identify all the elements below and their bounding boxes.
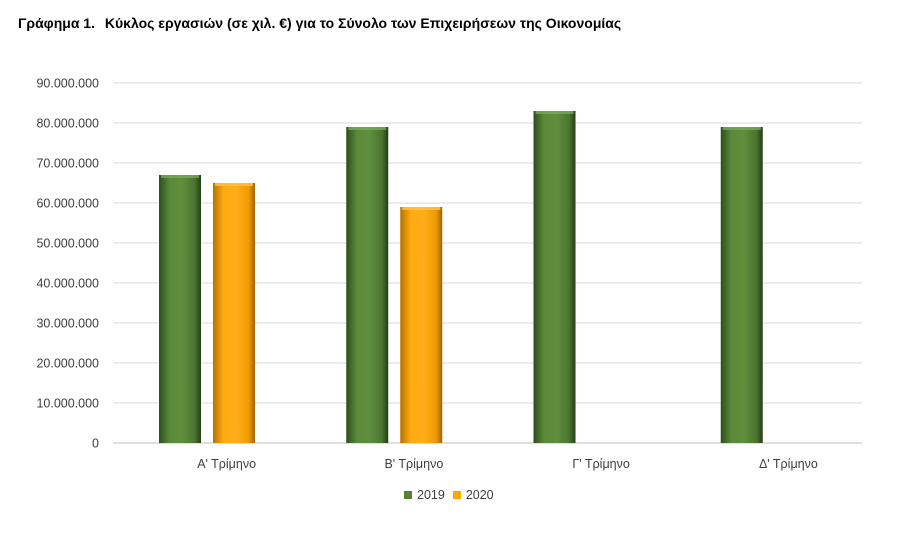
bar-2019-3 bbox=[533, 111, 576, 443]
y-tick-label: 70.000.000 bbox=[36, 157, 99, 171]
bar-2019-4 bbox=[720, 127, 763, 443]
y-axis-ticks: 0 10.000.000 20.000.000 30.000.000 40.000.00… bbox=[36, 77, 99, 451]
y-tick-label: 50.000.000 bbox=[36, 237, 99, 251]
x-category-label: Δ' Τρίμηνο bbox=[759, 457, 818, 471]
bar-highlight bbox=[348, 127, 387, 130]
legend-item-2020: 2020 bbox=[452, 488, 494, 502]
y-tick-label: 0 bbox=[92, 437, 99, 451]
chart-title-number: Γράφημα 1. bbox=[18, 15, 95, 31]
x-category-label: Β' Τρίμηνο bbox=[384, 457, 443, 471]
bar-highlight bbox=[535, 111, 574, 114]
legend-swatch-2020 bbox=[452, 491, 461, 499]
x-category-label: Γ' Τρίμηνο bbox=[572, 457, 629, 471]
legend-label-2019: 2019 bbox=[417, 488, 445, 502]
x-category-label: Α' Τρίμηνο bbox=[197, 457, 256, 471]
bar-2020-1 bbox=[213, 183, 255, 443]
y-tick-label: 30.000.000 bbox=[36, 317, 99, 331]
bars bbox=[159, 111, 763, 443]
y-tick-label: 20.000.000 bbox=[36, 357, 99, 371]
bar-highlight bbox=[161, 175, 199, 178]
y-tick-label: 40.000.000 bbox=[36, 277, 99, 291]
bar-2019-1 bbox=[159, 175, 201, 443]
legend: 2019 2020 bbox=[404, 488, 502, 502]
legend-swatch-2019 bbox=[404, 491, 412, 499]
bar-2020-2 bbox=[400, 207, 443, 443]
legend-label-2020: 2020 bbox=[465, 488, 494, 502]
chart-title: Γράφημα 1. Κύκλος εργασιών (σε χιλ. €) γ… bbox=[18, 15, 621, 31]
bar-2019-2 bbox=[346, 127, 389, 443]
y-tick-label: 90.000.000 bbox=[36, 77, 99, 91]
bar-highlight bbox=[722, 127, 761, 130]
y-tick-label: 10.000.000 bbox=[36, 397, 99, 411]
legend-item-2019: 2019 bbox=[404, 488, 445, 502]
bar-highlight bbox=[215, 183, 253, 186]
bar-highlight bbox=[402, 207, 441, 210]
chart-title-text: Κύκλος εργασιών (σε χιλ. €) για το Σύνολ… bbox=[104, 15, 622, 31]
y-tick-label: 60.000.000 bbox=[36, 197, 99, 211]
y-tick-label: 80.000.000 bbox=[36, 117, 99, 131]
x-axis-categories: Α' Τρίμηνο Β' Τρίμηνο Γ' Τρίμηνο Δ' Τρίμηνο bbox=[197, 457, 818, 471]
